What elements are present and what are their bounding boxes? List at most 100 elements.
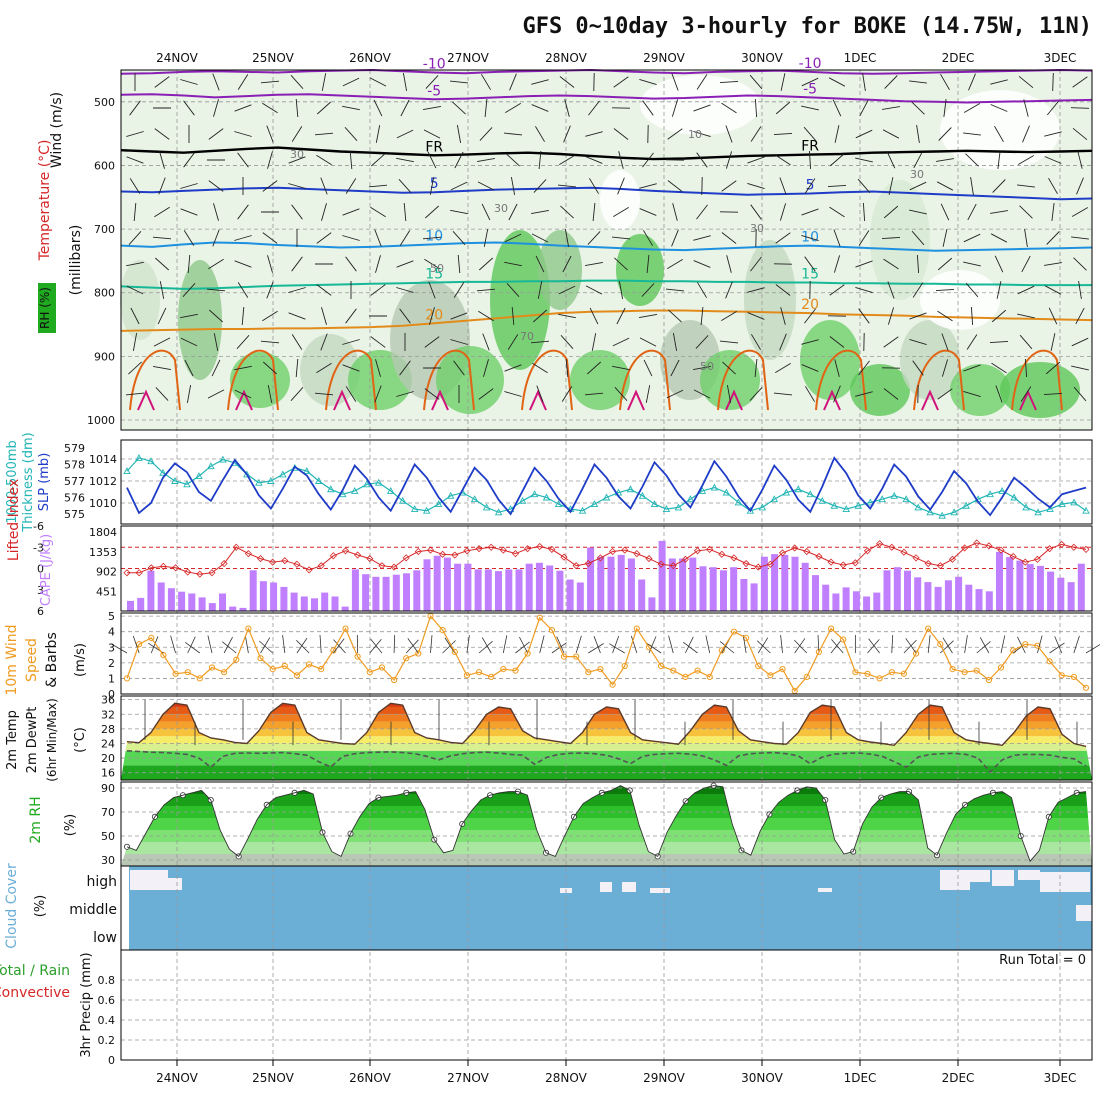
thickness-point-24 [410, 505, 419, 512]
wind-barb-9-3 [208, 309, 224, 323]
wind-barb-11-8 [342, 364, 360, 372]
wind-barb-0-14 [509, 73, 517, 91]
cape-bar-44 [576, 582, 584, 611]
wind-barb-11-21 [693, 365, 711, 371]
surface-barb-53 [756, 640, 771, 654]
wind-barb-2-23 [750, 126, 762, 142]
isotherm-label-0-0: -10 [423, 57, 446, 73]
wind-barb-3-14 [506, 153, 520, 167]
rh-tick-2: 70 [101, 806, 115, 819]
wind-barb-6-12 [452, 230, 466, 246]
thickness-point-59 [830, 501, 839, 509]
thickness-point-21 [374, 478, 383, 486]
temp-tick-0: 16 [101, 767, 115, 780]
wind-barb-9-27 [858, 308, 870, 324]
li-point-9 [232, 543, 240, 551]
cape-bar-36 [495, 571, 502, 611]
cape-bar-71 [852, 591, 860, 611]
wind-barb-5-7 [321, 203, 327, 221]
wind-barb-0-28 [884, 75, 898, 89]
rh-blob-8 [538, 230, 582, 310]
clear-gap-1 [168, 878, 182, 890]
wind-barb-8-5 [266, 281, 274, 299]
wind-barb-9-30 [937, 310, 953, 322]
wind-barb-12-6 [290, 386, 304, 402]
top-date-label-6: 30NOV [741, 51, 783, 65]
wind-barb-5-11 [424, 205, 440, 219]
cape-bar-75 [893, 567, 901, 611]
surface-barb-27 [444, 637, 456, 654]
slp-label: SLP (mb) [37, 453, 52, 512]
wind-barb-8-7 [316, 284, 332, 296]
rh-blob-1 [178, 260, 222, 380]
thickness-point-72 [986, 490, 994, 498]
wind-barb-8-33 [1017, 285, 1035, 295]
wind-barb-5-10 [403, 202, 407, 222]
surface-barb-33 [519, 636, 528, 654]
wind-barb-7-26 [833, 255, 841, 273]
wind-barb-7-5 [267, 255, 273, 273]
wind-barb-12-18 [614, 386, 628, 402]
li-tick-0: -6 [33, 520, 44, 533]
wind-barb-6-15 [531, 233, 549, 243]
wind-barb-11-32 [991, 362, 1007, 374]
wind-barb-3-23 [747, 156, 765, 164]
upper-label-temp: Temperature (°C) [37, 140, 53, 262]
cape-bar-28 [413, 570, 421, 611]
cape-bar-79 [934, 586, 942, 611]
thk-tick-1: 576 [64, 492, 85, 505]
temp-tick-3: 28 [101, 723, 115, 736]
wind-barb-7-15 [535, 255, 545, 273]
wind-barb-8-17 [585, 285, 603, 295]
wind-barb-4-24 [779, 177, 787, 195]
wind-barb-8-19 [641, 283, 655, 297]
wind-label-1: 10m Wind [4, 624, 20, 695]
wind-barb-11-15 [532, 362, 548, 374]
rh-blob-2 [230, 352, 290, 408]
thickness-point-10 [243, 470, 251, 478]
upper-label-rh: RH (%) [38, 287, 52, 329]
wind-barb-5-0 [133, 202, 137, 222]
wind-barb-5-21 [696, 204, 708, 220]
hot-contour-0 [137, 389, 155, 411]
wind-speed-line [126, 614, 1087, 692]
wind-barb-12-2 [186, 385, 192, 403]
li-point-77 [1058, 540, 1066, 548]
wind-barb-7-35 [1073, 257, 1087, 271]
clear-gap-6 [818, 888, 832, 892]
wind-barb-2-27 [855, 129, 873, 139]
wind-barb-5-26 [829, 206, 845, 218]
wind-barb-4-33 [1017, 184, 1035, 188]
wind-barb-4-28 [888, 177, 894, 195]
wind-barb-11-18 [612, 365, 630, 371]
thickness-point-51 [734, 498, 743, 506]
surface-barb-68 [942, 637, 953, 654]
wind-barb-6-21 [693, 235, 711, 241]
wind-barb-0-32 [990, 79, 1008, 85]
surface-barb-1 [132, 635, 140, 654]
thickness-point-80 [1082, 506, 1090, 514]
wind-tick-3: 3 [108, 641, 115, 654]
wind-barb-9-35 [1075, 307, 1085, 325]
wind-barb-3-8 [349, 150, 353, 170]
wind-barb-6-30 [942, 229, 948, 247]
cloud-row-middle: middle [69, 902, 117, 918]
wind-barb-11-31 [963, 364, 981, 372]
cape-tick-1: 902 [96, 566, 117, 579]
thickness-point-58 [818, 496, 827, 504]
wind-barb-10-5 [260, 340, 280, 344]
surface-barb-32 [515, 641, 530, 654]
cape-bar-21 [341, 606, 349, 611]
wind-barb-3-21 [696, 152, 708, 168]
cape-bar-51 [648, 597, 656, 611]
wind-barb-6-28 [881, 236, 901, 240]
hot-contour-8 [921, 389, 939, 411]
wind-barb-2-12 [456, 125, 462, 143]
rh-blob-3 [300, 334, 360, 406]
wind-barb-4-3 [208, 180, 224, 192]
wind-tick-5: 5 [108, 610, 115, 623]
wind-barb-0-10 [402, 73, 408, 91]
wind-barb-4-12 [450, 181, 468, 191]
wind-barb-8-0 [126, 285, 144, 295]
wind-barb-11-26 [834, 359, 840, 377]
